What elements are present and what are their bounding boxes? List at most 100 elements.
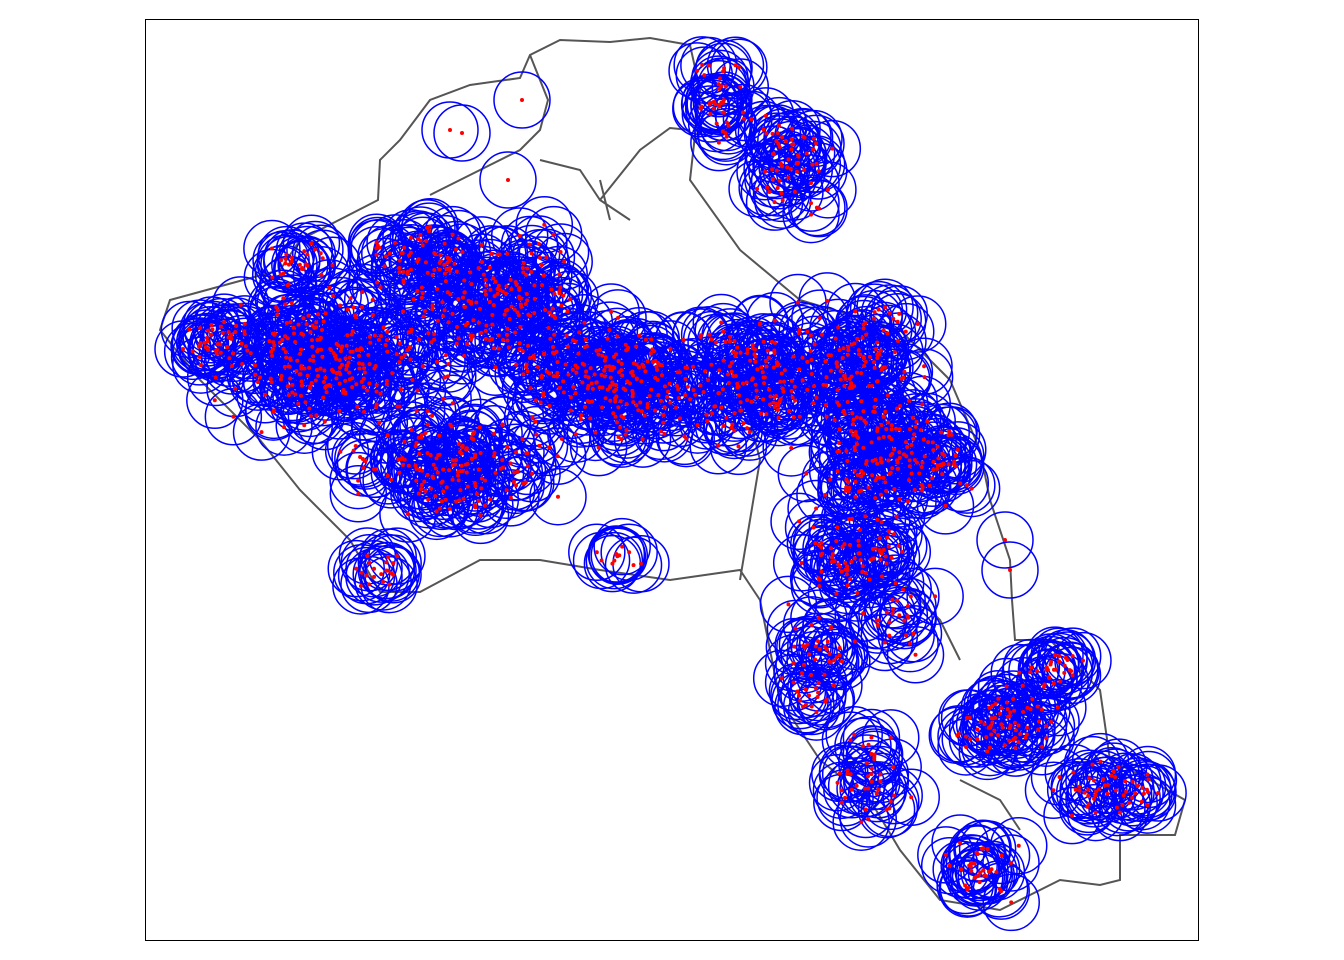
point <box>507 316 512 321</box>
point <box>437 433 442 438</box>
point <box>702 73 707 78</box>
point <box>832 658 837 663</box>
buffer-circle <box>790 589 848 647</box>
point <box>504 488 509 493</box>
point <box>356 491 361 496</box>
point <box>351 448 356 453</box>
point <box>416 236 421 241</box>
point <box>751 346 756 351</box>
buffer-circle <box>810 626 869 684</box>
point <box>958 841 963 846</box>
point <box>846 480 851 485</box>
point <box>592 372 597 377</box>
point <box>232 386 237 391</box>
point <box>370 297 375 302</box>
buffer-circle <box>704 347 762 405</box>
point <box>558 250 563 255</box>
point <box>844 572 849 577</box>
point <box>844 448 849 453</box>
buffer-circle <box>415 236 474 294</box>
buffer-circle <box>882 768 940 827</box>
point <box>438 258 443 263</box>
point <box>597 385 602 390</box>
point <box>830 552 835 557</box>
point <box>1117 810 1122 815</box>
point <box>640 437 645 442</box>
point <box>830 555 835 560</box>
buffer-circle <box>336 432 395 490</box>
point <box>883 480 888 485</box>
point <box>795 169 800 174</box>
point <box>425 451 430 456</box>
buffer-circle <box>357 541 416 600</box>
point <box>791 661 796 666</box>
point <box>386 554 391 559</box>
point <box>547 310 552 315</box>
point <box>858 416 863 421</box>
buffer-circle <box>604 536 663 594</box>
point <box>828 477 833 482</box>
point <box>1004 700 1009 705</box>
point <box>802 662 807 667</box>
point <box>480 260 485 265</box>
point <box>754 388 759 393</box>
point <box>886 393 891 398</box>
point <box>890 607 895 612</box>
point <box>1030 697 1035 702</box>
point <box>972 861 977 866</box>
point <box>866 774 871 779</box>
point <box>359 570 364 575</box>
point <box>525 464 530 469</box>
point <box>935 444 940 449</box>
point <box>774 394 779 399</box>
point <box>299 379 304 384</box>
point <box>894 514 899 519</box>
point <box>964 716 969 721</box>
point <box>836 403 841 408</box>
point <box>662 405 667 410</box>
point <box>732 428 737 433</box>
buffer-circle <box>421 230 480 289</box>
buffer-circle <box>1082 747 1141 805</box>
point <box>448 422 453 427</box>
point <box>367 362 372 367</box>
point <box>919 483 924 488</box>
point <box>925 419 930 424</box>
point <box>315 337 320 342</box>
point <box>842 412 847 417</box>
point <box>856 352 861 357</box>
point <box>500 458 505 463</box>
point <box>825 187 830 192</box>
point <box>728 364 733 369</box>
point <box>550 306 555 311</box>
point <box>643 369 648 374</box>
point <box>860 564 865 569</box>
buffer-circle <box>711 381 770 440</box>
point <box>323 375 328 380</box>
point <box>439 480 444 485</box>
point <box>447 506 452 511</box>
point <box>863 786 868 791</box>
point <box>1013 746 1018 751</box>
point <box>837 348 842 353</box>
point <box>452 261 457 266</box>
point <box>858 558 863 563</box>
point <box>483 336 488 341</box>
point <box>430 413 435 418</box>
point <box>408 357 413 362</box>
point <box>603 355 608 360</box>
buffer-circle <box>672 79 730 138</box>
point <box>613 387 618 392</box>
point <box>604 364 609 369</box>
point <box>298 372 303 377</box>
point <box>809 201 814 206</box>
point <box>1055 705 1060 710</box>
point <box>349 332 354 337</box>
point <box>867 384 872 389</box>
point <box>825 298 830 303</box>
point <box>883 554 888 559</box>
point <box>789 445 794 450</box>
point <box>527 242 532 247</box>
point <box>304 262 309 267</box>
buffer-circle <box>830 321 888 379</box>
